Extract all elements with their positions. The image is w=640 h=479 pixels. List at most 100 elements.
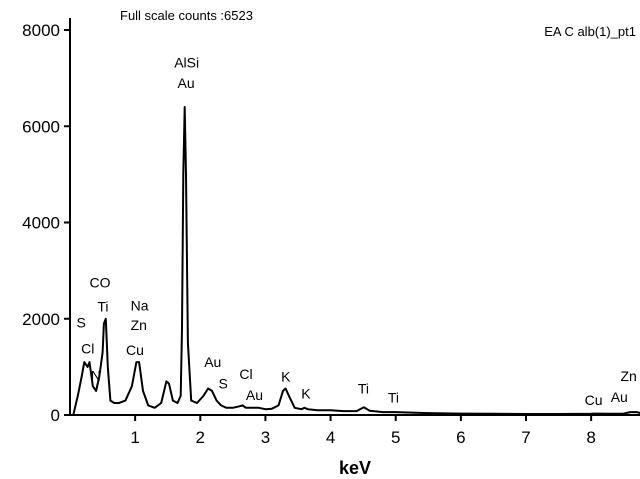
peak-label: Cu: [585, 392, 603, 408]
spectrum-point: [182, 173, 184, 175]
spectrum-point: [190, 400, 192, 402]
x-tick-label: 1: [130, 428, 139, 447]
spectrum-point: [168, 383, 170, 385]
spectrum-point: [160, 402, 162, 404]
spectrum-point: [251, 407, 253, 409]
spectrum-point: [207, 387, 209, 390]
spectrum-point: [124, 400, 126, 402]
spectrum-point: [623, 413, 625, 415]
peak-label: K: [281, 368, 291, 384]
spectrum-point: [245, 407, 247, 409]
spectrum-point: [232, 407, 234, 409]
spectrum-point: [102, 351, 104, 353]
spectrum-point: [138, 361, 140, 363]
spectrum-point: [460, 413, 462, 415]
spectrum-point: [282, 390, 284, 392]
spectrum-point: [316, 409, 319, 411]
y-tick-label: 0: [51, 406, 60, 425]
spectrum-point: [629, 411, 631, 413]
annotations: S Cl CO Ti N Na Zn Cu AlSi Au Au S Cl Au KK Ti Ti Cu Au Zn: [77, 55, 637, 408]
spectrum-point: [330, 409, 332, 411]
spectrum-point: [135, 361, 137, 363]
peak-label: CO: [90, 275, 111, 291]
spectrum-point: [95, 390, 97, 392]
x-tick-label: 5: [391, 428, 400, 447]
spectrum-point: [307, 408, 309, 410]
spectrum-point: [107, 366, 109, 368]
spectrum-point: [98, 375, 100, 378]
x-tick-label: 8: [586, 428, 595, 447]
spectrum-point: [202, 395, 205, 397]
peak-label: Au: [611, 389, 628, 405]
axes: 0 2000 4000 6000 8000 1 2 3 4 5 6 7 8: [22, 18, 640, 447]
spectrum-point: [77, 395, 79, 397]
spectrum-line: [72, 106, 640, 416]
peak-label: S: [77, 314, 86, 330]
spectrum-point: [238, 405, 240, 407]
spectrum-point: [343, 410, 345, 412]
spectrum-point: [103, 323, 105, 325]
spectrum-point: [81, 375, 83, 378]
peak-label: Au: [178, 75, 195, 91]
spectrum-point: [216, 400, 218, 402]
peak-label: Ti: [388, 390, 399, 406]
plot-area: [72, 106, 640, 416]
spectrum-point: [154, 407, 156, 409]
peak-label: Zn: [621, 368, 637, 384]
x-tick-label: 4: [326, 428, 335, 447]
spectrum-point: [92, 385, 94, 387]
spectrum-point: [369, 410, 371, 412]
spectrum-point: [185, 173, 187, 175]
peak-label: Au: [246, 387, 263, 403]
spectrum-point: [300, 408, 302, 410]
spectrum-point: [88, 361, 91, 363]
spectrum-point: [264, 408, 266, 410]
x-tick-label: 3: [261, 428, 270, 447]
spectrum-point: [242, 404, 244, 406]
spectrum-point: [288, 395, 290, 397]
peak-label: Na: [131, 298, 149, 314]
spectrum-point: [131, 385, 133, 387]
spectrum-point: [83, 361, 85, 363]
spectrum-point: [356, 410, 358, 412]
y-tick-label: 4000: [22, 214, 60, 233]
spectrum-point: [225, 407, 227, 409]
spectrum-point: [147, 404, 149, 406]
spectrum-point: [220, 404, 222, 406]
spectrum-point: [184, 106, 186, 108]
y-tick-label: 6000: [22, 117, 60, 136]
spectrum-point: [382, 411, 384, 413]
peak-label: Cl: [239, 366, 252, 382]
spectrum-point: [294, 407, 296, 409]
spectrum-point: [558, 413, 560, 415]
spectrum-point: [72, 414, 74, 416]
peak-label: S: [219, 376, 228, 392]
spectrum-point: [180, 395, 182, 397]
spectrum-point: [285, 387, 287, 390]
x-tick-label: 6: [456, 428, 465, 447]
peak-label: AlSi: [174, 55, 199, 71]
peak-label: Au: [204, 354, 221, 370]
spectrum-point: [363, 406, 365, 408]
x-tick-label: 7: [521, 428, 530, 447]
spectrum-point: [303, 407, 306, 409]
spectrum-point: [165, 380, 167, 382]
spectrum-point: [258, 407, 260, 409]
peak-label: Zn: [131, 317, 147, 333]
spectrum-point: [113, 402, 115, 404]
spectrum-point: [211, 390, 213, 392]
y-tick-label: 2000: [22, 310, 60, 329]
spectrum-point: [105, 318, 107, 320]
peak-label: Ti: [97, 299, 108, 315]
spectrum-point: [427, 412, 429, 414]
spectrum-point: [109, 400, 111, 402]
spectrum-point: [181, 327, 183, 329]
peak-label: Cu: [126, 342, 144, 358]
spectrum-point: [187, 342, 189, 344]
spectrum-point: [636, 411, 638, 413]
spectrum-point: [271, 408, 273, 410]
spectrum-point: [176, 402, 179, 404]
chart-title: Full scale counts :6523: [120, 8, 253, 23]
spectrum-point: [172, 400, 174, 402]
